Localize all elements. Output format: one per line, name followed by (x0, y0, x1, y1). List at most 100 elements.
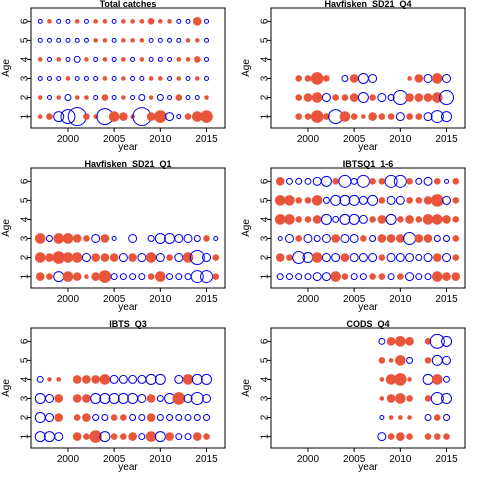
bubble-negative (191, 373, 203, 385)
bubble-positive (121, 76, 126, 81)
bubble-negative (424, 273, 432, 281)
bubble-negative (154, 373, 166, 385)
bubble-positive (182, 374, 194, 385)
bubble-positive (46, 113, 53, 120)
bubble-positive (295, 75, 303, 82)
bubble-positive (378, 254, 386, 261)
bubble-positive (93, 19, 98, 24)
x-axis-label: year (358, 142, 378, 153)
bubble-negative (444, 178, 450, 184)
bubble-negative (369, 234, 377, 242)
bubble-negative (393, 174, 407, 188)
x-tick-label: 2010 (389, 134, 412, 145)
bubble-positive (37, 57, 43, 62)
y-tick-label: 5 (260, 197, 271, 203)
bubble-negative (321, 253, 331, 263)
bubble-positive (185, 38, 191, 43)
bubble-positive (369, 216, 376, 223)
bubble-positive (82, 413, 91, 422)
bubble-negative (189, 250, 205, 266)
bubble-positive (395, 355, 406, 366)
bubble-positive (35, 272, 45, 281)
bubble-negative (377, 432, 387, 442)
bubble-positive (405, 93, 414, 102)
bubble-positive (119, 112, 128, 121)
bubble-negative (128, 374, 138, 384)
bubble-negative (340, 233, 350, 243)
x-tick-label: 2000 (57, 454, 80, 465)
plot-frame (30, 167, 226, 289)
bubble-positive (146, 394, 156, 403)
bubble-positive (396, 234, 405, 243)
bubble-negative (92, 414, 100, 422)
bubble-positive (102, 38, 108, 43)
bubble-negative (395, 195, 405, 205)
y-tick-label: 4 (260, 216, 271, 222)
bubble-positive (274, 214, 286, 225)
y-tick-label: 2 (20, 94, 31, 100)
bubble-positive (54, 413, 64, 422)
bubble-positive (74, 95, 80, 100)
bubble-negative (190, 270, 204, 284)
y-tick-label: 3 (20, 235, 31, 241)
bubble-negative (339, 194, 351, 206)
bubble-negative (129, 414, 137, 422)
bubble-positive (369, 178, 376, 185)
y-tick-label: 3 (260, 235, 271, 241)
y-tick-label: 5 (260, 357, 271, 363)
bubble-negative (331, 253, 341, 263)
x-axis-label: year (358, 302, 378, 313)
bubble-positive (275, 177, 285, 186)
x-tick-label: 2000 (57, 294, 80, 305)
bubble-positive (310, 72, 324, 85)
bubble-negative (368, 73, 378, 83)
bubble-negative (423, 176, 433, 186)
bubble-negative (423, 112, 433, 122)
bubble-positive (62, 252, 74, 263)
bubble-positive (65, 76, 71, 81)
bubble-positive (442, 272, 451, 281)
bubble-positive (121, 95, 126, 100)
bubble-positive (379, 377, 385, 382)
bubble-negative (65, 18, 71, 24)
bubble-positive (102, 57, 108, 62)
bubble-positive (130, 38, 135, 43)
bubble-negative (348, 194, 360, 206)
bubble-positive (102, 76, 108, 81)
bubble-negative (295, 177, 303, 185)
bubble-negative (313, 234, 321, 242)
bubble-negative (93, 95, 99, 101)
bubble-negative (312, 272, 322, 282)
bubble-positive (204, 95, 209, 100)
bubble-positive (53, 233, 65, 244)
bubble-positive (99, 374, 111, 385)
bubble-negative (193, 234, 201, 242)
bubble-positive (72, 234, 82, 243)
x-tick-label: 2010 (149, 294, 172, 305)
bubble-positive (415, 113, 423, 120)
bubble-positive (56, 57, 62, 62)
bubble-negative (138, 273, 146, 281)
x-tick-label: 2015 (435, 134, 458, 145)
x-tick-label: 2000 (297, 454, 320, 465)
bubble-positive (432, 253, 442, 262)
bubble-negative (99, 431, 111, 443)
bubble-negative (442, 195, 452, 205)
bubble-negative (111, 56, 117, 62)
bubble-negative (203, 414, 211, 422)
bubble-negative (194, 95, 200, 101)
panel-title: Total catches (100, 0, 157, 9)
bubble-negative (204, 37, 210, 43)
bubble-negative (395, 253, 405, 263)
bubble-negative (204, 18, 210, 24)
bubble-positive (109, 253, 119, 262)
bubble-positive (323, 75, 330, 82)
bubble-positive (166, 254, 173, 261)
bubble-negative (111, 18, 117, 24)
bubble-positive (368, 112, 377, 121)
bubble-negative (148, 37, 154, 43)
bubble-negative (44, 393, 54, 403)
bubble-negative (322, 196, 330, 204)
bubble-negative (145, 373, 157, 385)
bubble-positive (83, 113, 90, 120)
